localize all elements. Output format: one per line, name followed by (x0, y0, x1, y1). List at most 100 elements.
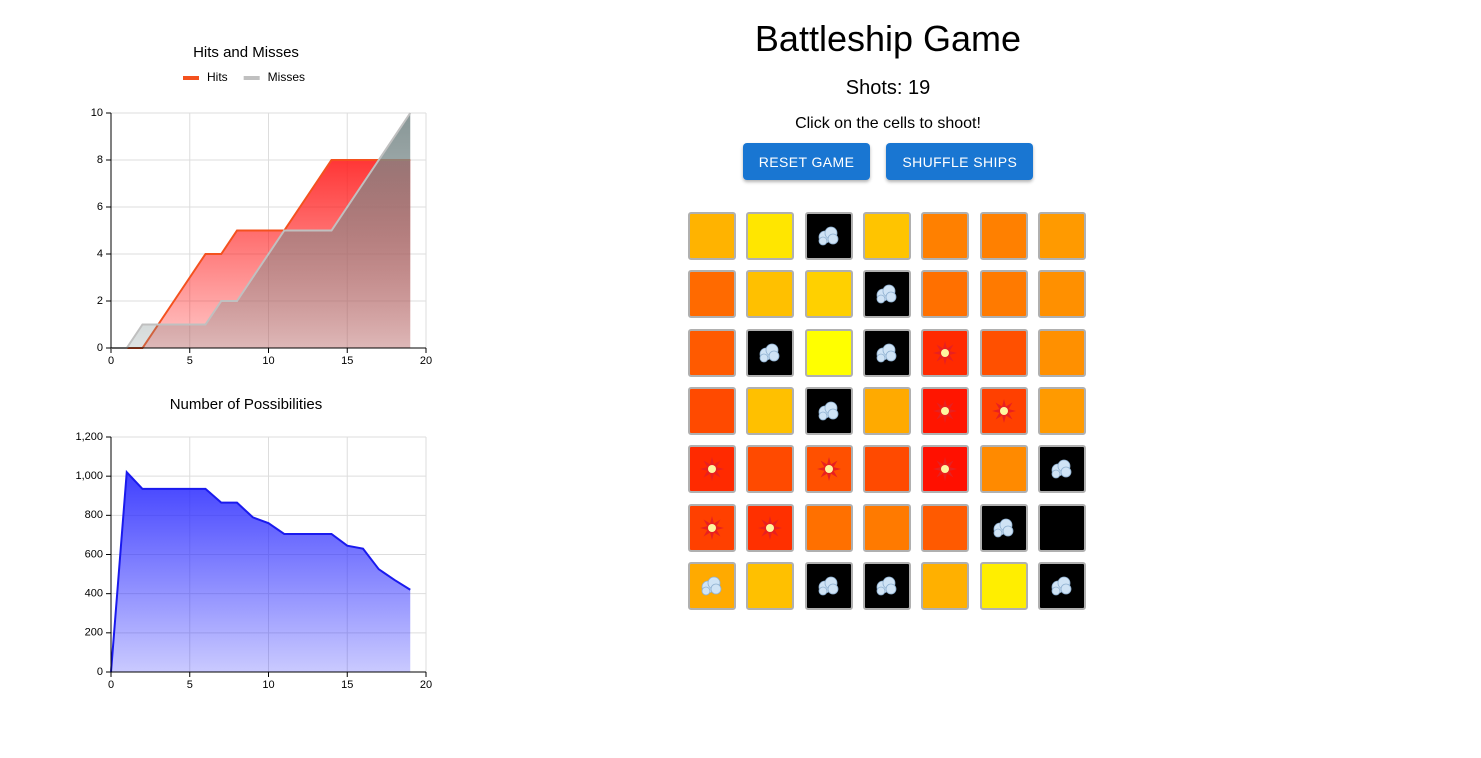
miss-icon (818, 576, 838, 596)
y-tick-label: 1,200 (75, 431, 103, 443)
shuffle-button[interactable]: SHUFFLE SHIPS (886, 143, 1034, 180)
board-cell[interactable] (688, 328, 736, 377)
x-tick-label: 10 (262, 679, 274, 691)
board-cell[interactable] (1037, 503, 1086, 552)
miss-icon (701, 576, 722, 596)
y-tick-label: 800 (85, 509, 103, 521)
board-cell[interactable] (979, 270, 1028, 319)
y-tick-label: 8 (97, 154, 103, 166)
y-tick-label: 400 (85, 588, 103, 600)
board-cell[interactable] (746, 270, 795, 319)
y-tick-label: 1,000 (75, 470, 103, 482)
board-cell[interactable] (804, 561, 853, 610)
y-tick-label: 0 (97, 342, 103, 354)
board-cell[interactable] (688, 270, 736, 319)
board-cell[interactable] (804, 445, 853, 494)
x-tick-label: 20 (420, 679, 432, 691)
board-cell[interactable] (979, 386, 1028, 435)
board-cell[interactable] (862, 445, 911, 494)
board-cell[interactable] (1037, 270, 1086, 319)
board-cell[interactable] (979, 212, 1028, 260)
hit-icon (991, 398, 1016, 423)
legend-label: Hits (207, 70, 228, 84)
hit-icon (816, 457, 841, 482)
board-cell[interactable] (746, 561, 795, 610)
board-cell[interactable] (746, 212, 795, 260)
board-cell[interactable] (921, 561, 970, 610)
board-cell[interactable] (1037, 561, 1086, 610)
board-cell[interactable] (921, 212, 970, 260)
miss-icon (876, 343, 897, 362)
shots-label: Shots: (845, 77, 903, 99)
game-title: Battleship Game (754, 18, 1022, 59)
board-cell[interactable] (979, 561, 1028, 610)
board-cell[interactable] (862, 561, 911, 610)
board-cell[interactable] (979, 445, 1028, 494)
reset-button[interactable]: RESET GAME (742, 143, 871, 180)
y-tick-label: 600 (85, 548, 103, 560)
board-cell[interactable] (979, 503, 1028, 552)
y-tick-label: 200 (85, 627, 103, 639)
board-cell[interactable] (688, 561, 736, 610)
area-fill (111, 472, 411, 672)
x-tick-label: 15 (341, 679, 353, 691)
board-cell[interactable] (1037, 445, 1086, 494)
board-cell[interactable] (804, 270, 853, 319)
hit-icon (933, 398, 958, 423)
hit-icon (700, 515, 724, 540)
board-cell[interactable] (1037, 386, 1086, 435)
chart-title: Number of Possibilities (170, 396, 323, 413)
board-cell[interactable] (1037, 212, 1086, 260)
button-row: RESET GAME SHUFFLE SHIPS (640, 143, 1136, 180)
miss-icon (876, 284, 897, 304)
y-tick-label: 2 (97, 295, 103, 307)
series-line (111, 112, 412, 349)
area-fill (111, 113, 411, 348)
miss-icon (1051, 576, 1072, 596)
x-tick-label: 15 (341, 355, 353, 367)
board-cell[interactable] (862, 270, 911, 319)
board-cell[interactable] (862, 328, 911, 377)
board-cell[interactable] (804, 212, 853, 260)
shots-counter: Shots: 19 (640, 77, 1136, 100)
board-cell[interactable] (862, 503, 911, 552)
board-cell[interactable] (688, 212, 736, 260)
board-cell[interactable] (862, 212, 911, 260)
board-cell[interactable] (804, 328, 853, 377)
board-cell[interactable] (862, 386, 911, 435)
y-tick-label: 4 (97, 248, 103, 260)
board-cell[interactable] (921, 328, 970, 377)
y-tick-label: 0 (97, 666, 103, 678)
hit-icon (700, 457, 724, 482)
board-cell[interactable] (921, 503, 970, 552)
legend-swatch (183, 76, 199, 80)
board-cell[interactable] (804, 386, 853, 435)
charts-panel: Hits and Misses 0 2 4 6 8 10 0 5 10 15 20 Hits Misses… (75, 44, 432, 691)
board-cell[interactable] (688, 445, 736, 494)
board-cell[interactable] (746, 503, 795, 552)
board-cell[interactable] (804, 503, 853, 552)
legend-swatch (243, 76, 260, 80)
hit-icon (933, 340, 958, 365)
x-tick-label: 10 (262, 355, 274, 367)
board-cell[interactable] (688, 503, 736, 552)
miss-icon (1051, 459, 1072, 479)
x-tick-label: 0 (108, 355, 114, 367)
board-cell[interactable] (746, 386, 795, 435)
board-cell[interactable] (979, 328, 1028, 377)
board-cell[interactable] (921, 386, 970, 435)
y-tick-label: 10 (91, 107, 103, 119)
miss-icon (876, 576, 897, 596)
board-cell[interactable] (688, 386, 736, 435)
miss-icon (759, 343, 780, 362)
miss-icon (818, 226, 838, 246)
board-cell[interactable] (921, 270, 970, 319)
board-cell[interactable] (746, 445, 795, 494)
board-cell[interactable] (1037, 328, 1086, 377)
x-tick-label: 5 (187, 355, 193, 367)
x-tick-label: 0 (108, 679, 114, 691)
shots-value: 19 (908, 77, 931, 99)
board-cell[interactable] (921, 445, 970, 494)
board-cell[interactable] (746, 328, 795, 377)
